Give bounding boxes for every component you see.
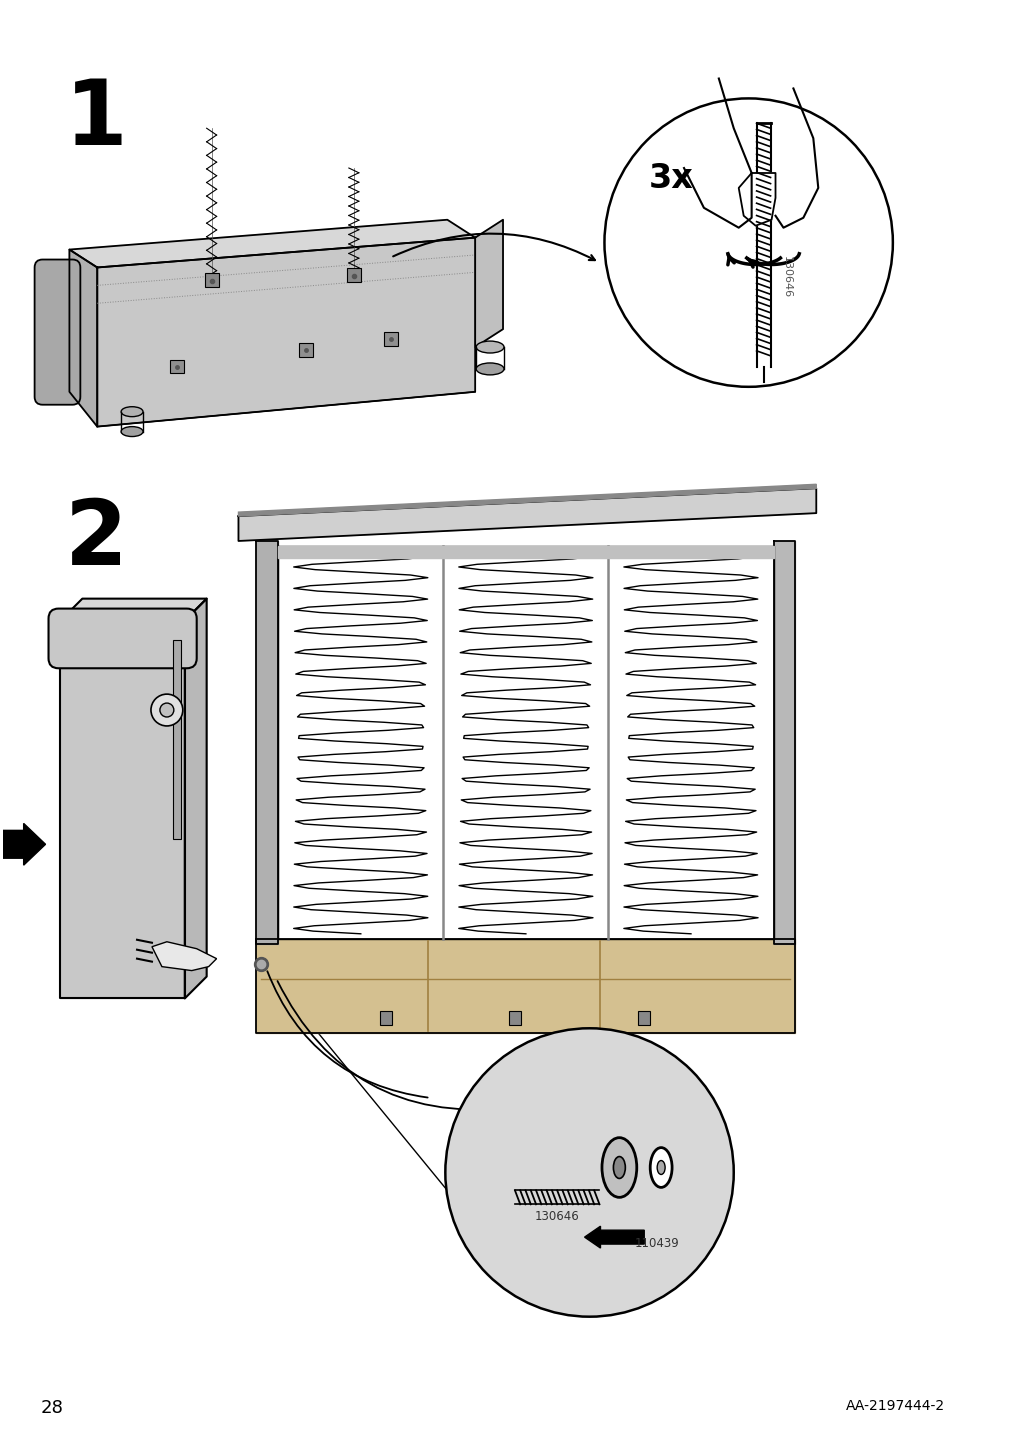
FancyArrow shape: [0, 823, 45, 865]
Ellipse shape: [476, 341, 503, 354]
Polygon shape: [70, 219, 475, 268]
Text: 3x: 3x: [649, 162, 694, 195]
Polygon shape: [239, 488, 816, 541]
Polygon shape: [278, 546, 772, 939]
FancyArrow shape: [584, 1226, 644, 1249]
Circle shape: [445, 1028, 733, 1316]
Text: 28: 28: [40, 1399, 64, 1418]
Polygon shape: [475, 219, 502, 347]
Text: 1: 1: [65, 76, 127, 163]
Text: 130646: 130646: [534, 1210, 579, 1223]
Polygon shape: [61, 620, 185, 998]
Ellipse shape: [121, 427, 143, 437]
Circle shape: [604, 99, 892, 387]
Polygon shape: [772, 541, 795, 944]
Ellipse shape: [121, 407, 143, 417]
Polygon shape: [152, 942, 216, 971]
Bar: [509, 1011, 521, 1025]
Ellipse shape: [656, 1160, 664, 1174]
Bar: [383, 332, 397, 345]
Bar: [170, 359, 184, 374]
Bar: [204, 274, 218, 288]
Bar: [347, 268, 361, 282]
Polygon shape: [278, 546, 772, 558]
FancyBboxPatch shape: [34, 259, 80, 405]
Bar: [379, 1011, 391, 1025]
Ellipse shape: [649, 1147, 671, 1187]
Text: 130646: 130646: [780, 256, 791, 298]
Text: 2: 2: [65, 497, 127, 584]
Polygon shape: [256, 939, 795, 1034]
Circle shape: [151, 695, 183, 726]
Text: AA-2197444-2: AA-2197444-2: [845, 1399, 944, 1413]
Ellipse shape: [613, 1157, 625, 1179]
Bar: [299, 342, 312, 357]
Polygon shape: [256, 541, 278, 944]
Text: 110439: 110439: [634, 1237, 678, 1250]
Circle shape: [160, 703, 174, 717]
Ellipse shape: [476, 362, 503, 375]
Polygon shape: [239, 484, 816, 516]
Polygon shape: [61, 599, 206, 620]
Polygon shape: [70, 249, 97, 427]
Bar: [173, 640, 181, 839]
FancyBboxPatch shape: [49, 609, 196, 669]
Bar: [638, 1011, 649, 1025]
Polygon shape: [738, 173, 774, 226]
Polygon shape: [185, 599, 206, 998]
Ellipse shape: [602, 1137, 636, 1197]
Polygon shape: [97, 238, 475, 427]
